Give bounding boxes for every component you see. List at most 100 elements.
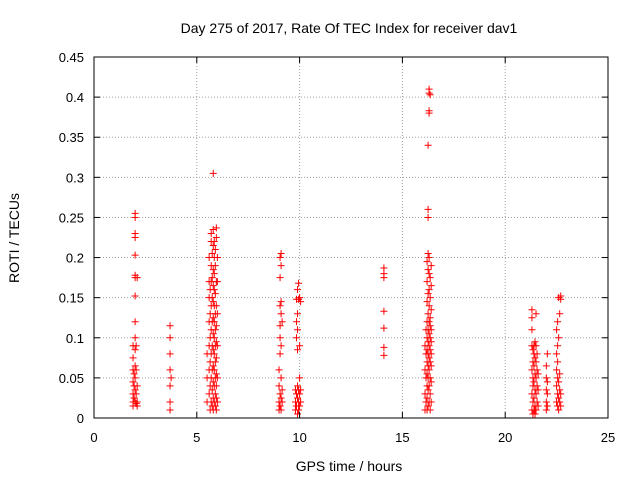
data-point: [210, 334, 218, 342]
data-point: [532, 342, 540, 350]
data-point: [209, 242, 217, 250]
data-point: [132, 366, 140, 374]
data-point: [529, 346, 537, 354]
data-point: [555, 334, 563, 342]
data-point: [427, 362, 435, 370]
data-point: [205, 390, 213, 398]
y-tick-label: 0.45: [59, 50, 84, 65]
data-point: [426, 314, 434, 322]
data-point: [532, 358, 540, 366]
data-point: [212, 322, 220, 330]
data-point: [213, 278, 221, 286]
data-point: [278, 318, 286, 326]
x-tick-label: 25: [601, 430, 615, 445]
data-point: [130, 370, 138, 378]
data-point: [425, 354, 433, 362]
data-point: [297, 386, 305, 394]
data-point: [424, 250, 432, 258]
data-point: [278, 398, 286, 406]
data-point: [133, 382, 141, 390]
data-point: [427, 338, 435, 346]
data-point: [212, 370, 220, 378]
data-point: [297, 298, 305, 306]
data-point: [277, 374, 285, 382]
y-tick-label: 0.2: [66, 251, 84, 266]
data-point: [426, 358, 434, 366]
data-point: [294, 394, 302, 402]
data-point: [295, 279, 303, 287]
data-point: [426, 374, 434, 382]
data-point: [425, 330, 433, 338]
y-axis-label: ROTI / TECUs: [6, 193, 22, 283]
data-point: [210, 318, 218, 326]
data-point: [131, 374, 139, 382]
data-point: [296, 294, 304, 302]
data-point: [277, 310, 285, 318]
data-point: [543, 402, 551, 410]
axis-ticks: 0 5 10 15 20 25 0 0.05 0.1 0.15 0.2 0.25 0.3 0.35 0.4 0…: [59, 50, 616, 445]
data-point: [131, 251, 139, 259]
data-point: [211, 402, 219, 410]
data-point: [531, 354, 539, 362]
data-point: [423, 394, 431, 402]
data-point: [166, 398, 174, 406]
data-point: [556, 310, 564, 318]
data-point: [212, 354, 220, 362]
data-point: [277, 342, 285, 350]
data-point: [553, 366, 561, 374]
data-point: [542, 398, 550, 406]
data-point: [424, 213, 432, 221]
data-point: [213, 374, 221, 382]
data-point: [209, 225, 217, 233]
data-point: [427, 282, 435, 290]
data-point: [426, 390, 434, 398]
data-point: [213, 342, 221, 350]
data-point: [213, 254, 221, 262]
data-point: [129, 354, 137, 362]
data-point: [166, 350, 174, 358]
data-point: [425, 302, 433, 310]
data-point: [210, 286, 218, 294]
x-tick-label: 5: [193, 430, 200, 445]
y-tick-label: 0: [77, 411, 84, 426]
data-point: [426, 334, 434, 342]
data-point: [209, 362, 217, 370]
data-point: [209, 298, 217, 306]
data-point: [212, 234, 220, 241]
data-point: [131, 209, 139, 217]
data-point: [166, 322, 174, 330]
data-point: [166, 406, 174, 414]
data-point: [277, 298, 285, 306]
data-point: [380, 307, 388, 315]
data-point: [530, 362, 538, 370]
data-point: [423, 278, 431, 286]
data-point: [423, 370, 431, 378]
data-point: [210, 270, 218, 278]
data-point: [543, 350, 551, 358]
data-point: [211, 262, 219, 270]
y-tick-label: 0.15: [59, 291, 84, 306]
data-point: [424, 141, 432, 149]
data-point: [553, 350, 561, 358]
data-point: [167, 374, 175, 382]
data-point: [553, 382, 561, 390]
data-point: [294, 382, 302, 390]
data-point: [213, 310, 221, 318]
data-point: [426, 274, 434, 282]
data-point: [423, 258, 431, 266]
data-point: [426, 91, 434, 99]
data-point: [210, 366, 218, 374]
data-point: [131, 318, 139, 326]
data-point: [131, 334, 139, 342]
y-tick-label: 0.1: [66, 331, 84, 346]
data-point: [534, 370, 542, 378]
data-point: [166, 382, 174, 390]
data-point: [276, 274, 284, 282]
data-point: [555, 378, 563, 386]
data-point: [212, 338, 220, 346]
data-point: [424, 402, 432, 410]
data-point: [208, 294, 216, 302]
data-point: [276, 390, 284, 398]
data-point: [275, 366, 283, 374]
data-point: [542, 406, 550, 414]
